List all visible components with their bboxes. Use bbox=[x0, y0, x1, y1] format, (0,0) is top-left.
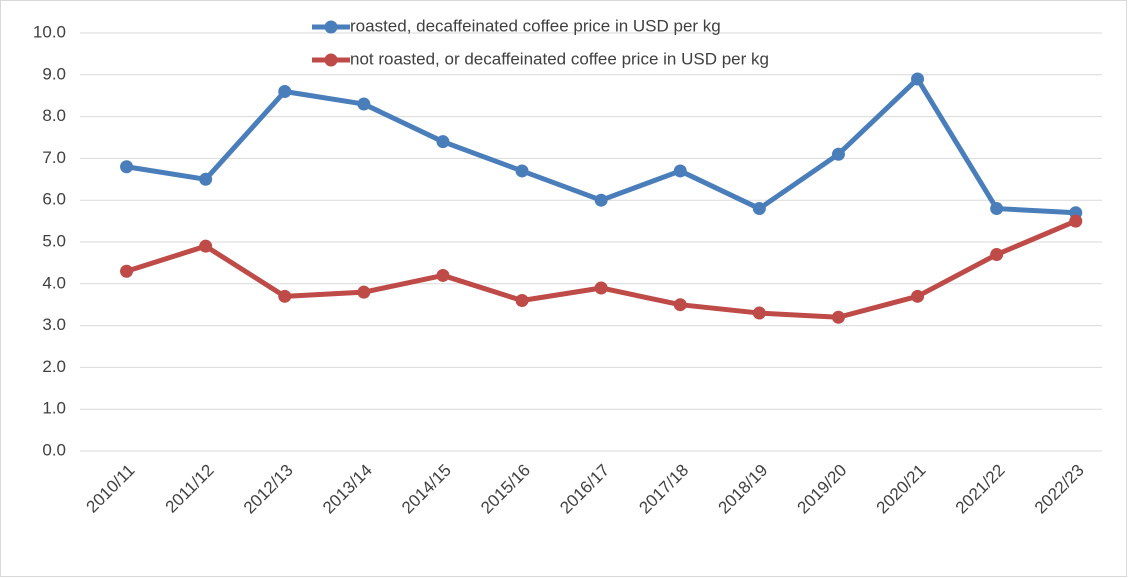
data-point bbox=[436, 135, 450, 149]
data-point bbox=[594, 281, 608, 295]
y-tick-label: 1.0 bbox=[42, 399, 66, 418]
y-tick-label: 2.0 bbox=[42, 357, 66, 376]
y-tick-label: 7.0 bbox=[42, 148, 66, 167]
data-point bbox=[199, 239, 213, 253]
legend-label: roasted, decaffeinated coffee price in U… bbox=[350, 16, 721, 35]
data-point bbox=[990, 248, 1004, 262]
data-point bbox=[357, 97, 371, 111]
data-point bbox=[120, 160, 134, 174]
data-point bbox=[673, 298, 687, 312]
data-point bbox=[357, 285, 371, 299]
data-point bbox=[990, 202, 1004, 216]
y-tick-label: 9.0 bbox=[42, 64, 66, 83]
data-point bbox=[911, 72, 925, 86]
data-point bbox=[515, 294, 529, 308]
data-point bbox=[199, 172, 213, 186]
data-point bbox=[594, 193, 608, 207]
y-tick-label: 8.0 bbox=[42, 106, 66, 125]
legend-marker bbox=[324, 53, 338, 67]
legend-marker bbox=[324, 20, 338, 34]
y-tick-label: 10.0 bbox=[33, 22, 66, 41]
y-tick-label: 4.0 bbox=[42, 273, 66, 292]
data-point bbox=[831, 147, 845, 161]
data-point bbox=[1069, 214, 1083, 228]
data-point bbox=[752, 202, 766, 216]
data-point bbox=[436, 268, 450, 282]
data-point bbox=[752, 306, 766, 320]
data-point bbox=[831, 310, 845, 324]
y-tick-label: 3.0 bbox=[42, 315, 66, 334]
y-tick-label: 6.0 bbox=[42, 190, 66, 209]
y-tick-label: 0.0 bbox=[42, 440, 66, 459]
data-point bbox=[278, 85, 292, 99]
data-point bbox=[278, 289, 292, 303]
data-point bbox=[515, 164, 529, 178]
data-point bbox=[120, 264, 134, 278]
data-point bbox=[911, 289, 925, 303]
data-point bbox=[673, 164, 687, 178]
y-tick-label: 5.0 bbox=[42, 231, 66, 250]
legend-label: not roasted, or decaffeinated coffee pri… bbox=[350, 49, 769, 68]
